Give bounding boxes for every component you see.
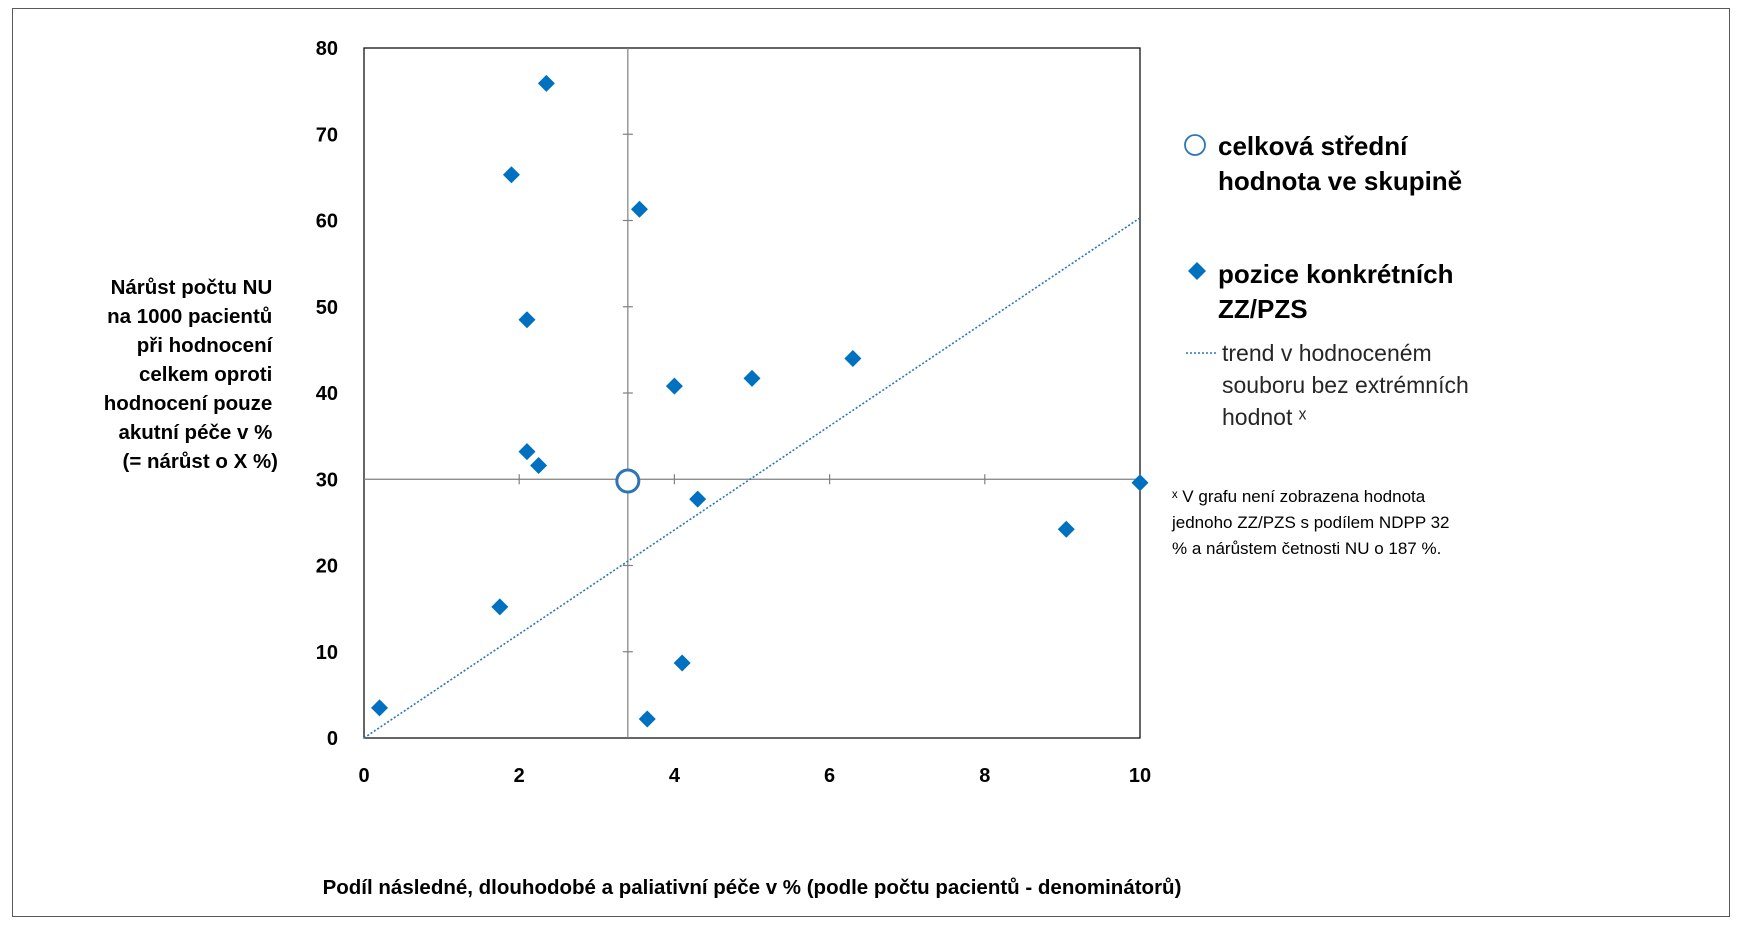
y-tick-label: 80 [316,38,338,60]
y-tick-label: 40 [316,383,338,405]
data-point [1131,474,1149,492]
legend-points-line: pozice konkrétních [1218,259,1454,289]
data-point [665,377,683,395]
tick-labels: 0 2 4 6 8 10 0 10 20 30 40 50 60 70 80 [316,38,1151,787]
data-point [502,166,520,184]
x-tick-label: 0 [358,765,369,787]
legend-trend-line: hodnot ˣ [1222,404,1307,430]
legend-trend-line: trend v hodnoceném [1222,340,1432,366]
legend-trend-line: souboru bez extrémních [1222,372,1469,398]
legend-trend-label: trend v hodnoceném souboru bez extrémníc… [1222,340,1475,430]
legend-points-marker [1188,262,1206,280]
x-axis-title: Podíl následné, dlouhodobé a paliativní … [323,876,1182,899]
y-axis-title-line: hodnocení pouze [104,392,273,415]
data-point [689,490,707,508]
plot-area [363,47,1149,739]
y-axis-title-line: při hodnocení [137,334,274,357]
plot-border [363,47,1141,739]
x-tick-label: 2 [514,765,525,787]
y-axis-title-line: na 1000 pacientů [107,305,272,328]
legend-footnote-line: ˣ V grafu není zobrazena hodnota [1172,487,1426,506]
y-tick-label: 60 [316,211,338,233]
data-point [518,443,536,461]
chart-frame [12,8,1730,917]
x-tick-label: 10 [1129,765,1151,787]
legend-mean-label: celková střední hodnota ve skupině [1218,131,1462,196]
data-point [673,654,691,672]
y-tick-label: 30 [316,469,338,491]
y-tick-label: 70 [316,124,338,146]
data-point [630,200,648,218]
data-point [371,699,389,717]
mean-point [615,468,641,494]
y-axis-title-line: celkem oproti [139,363,272,386]
data-point [530,456,548,474]
legend-points-line: ZZ/PZS [1218,294,1308,324]
legend-mean-marker [1184,134,1206,156]
y-axis-title-line: (= nárůst o X %) [123,450,278,473]
legend: celková střední hodnota ve skupině pozic… [1171,131,1475,558]
x-tick-label: 4 [669,765,681,787]
y-tick-label: 50 [316,297,338,319]
legend-footnote-line: jednoho ZZ/PZS s podílem NDPP 32 [1171,513,1450,532]
legend-points-label: pozice konkrétních ZZ/PZS [1218,259,1461,324]
y-tick-label: 0 [327,728,338,750]
data-point [638,710,656,728]
data-point [743,369,761,387]
y-tick-label: 20 [316,556,338,578]
y-axis-title: Nárůst počtu NU na 1000 pacientů při hod… [104,276,278,473]
legend-footnote: ˣ V grafu není zobrazena hodnota jednoho… [1171,487,1454,558]
y-tick-label: 10 [316,642,338,664]
x-tick-label: 6 [824,765,835,787]
data-point [1057,520,1075,538]
trend-line [363,217,1141,739]
legend-mean-line: hodnota ve skupině [1218,166,1462,196]
y-axis-title-line: Nárůst počtu NU [111,276,273,299]
legend-mean-line: celková střední [1218,131,1408,161]
data-point [537,74,555,92]
y-axis-title-line: akutní péče v % [118,421,272,444]
legend-footnote-line: % a nárůstem četnosti NU o 187 %. [1172,539,1441,558]
data-point [844,350,862,367]
data-point [518,311,536,329]
data-point [491,598,509,616]
x-tick-label: 8 [979,765,990,787]
